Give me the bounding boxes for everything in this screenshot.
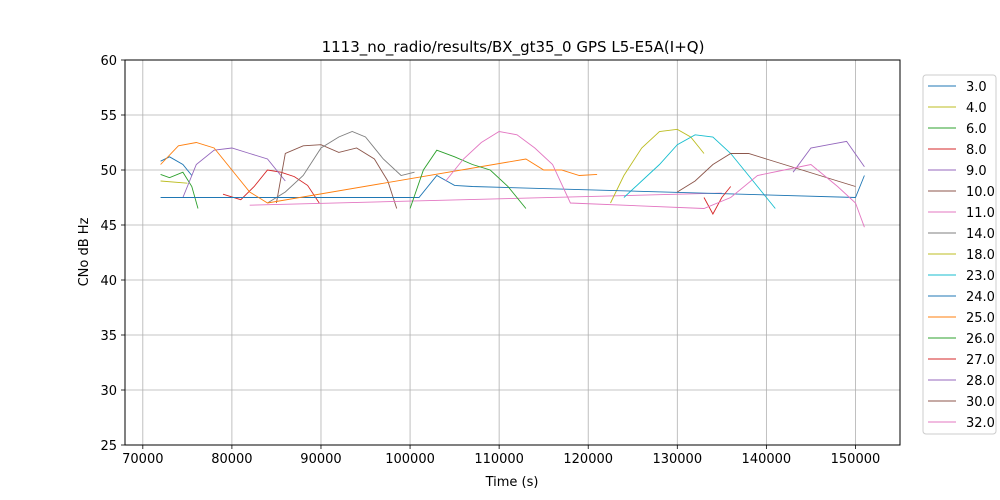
series-line-6-0 [160,171,199,209]
series-line-10-0 [275,144,398,209]
y-tick-label: 55 [100,109,117,124]
y-tick-label: 45 [100,219,117,234]
chart-title: 1113_no_radio/results/BX_gt35_0 GPS L5-E… [322,38,705,57]
x-tick-label: 70000 [122,452,163,467]
x-axis: 70000 80000 90000 100000 110000 120000 130000 1… [122,445,880,467]
series-line-30-0 [677,153,856,193]
y-tick-label: 25 [100,439,117,454]
y-tick-label: 60 [100,54,117,69]
legend-label: 9.0 [966,164,987,179]
x-tick-label: 90000 [300,452,341,467]
legend-label: 10.0 [966,185,995,200]
series-line-28-0 [792,140,865,173]
plot-area-frame [124,59,901,446]
series-line-11-0 [249,192,722,206]
legend-label: 14.0 [966,227,995,242]
series-line-24-0 [160,174,865,198]
series-line-4-0 [160,180,188,184]
legend-label: 30.0 [966,395,995,410]
legend-label: 3.0 [966,80,987,95]
legend: 3.0 4.0 6.0 8.0 9.0 10.0 11.0 14.0 18.0 23.0 24.0 2… [922,74,997,435]
series-line-25-0 [160,142,598,204]
series-line-23-0 [623,134,776,209]
legend-label: 24.0 [966,290,995,305]
series-line-26-0 [409,149,527,209]
y-tick-label: 30 [100,384,117,399]
legend-label: 25.0 [966,311,995,326]
y-tick-label: 35 [100,329,117,344]
legend-label: 32.0 [966,416,995,431]
x-tick-label: 80000 [211,452,252,467]
series-line-32-0 [445,131,865,228]
y-axis-title: CNo dB Hz [77,217,92,286]
series-lines [160,128,865,228]
series-line-8-0 [222,169,320,204]
legend-label: 26.0 [966,332,995,347]
y-tick-label: 40 [100,274,117,289]
legend-label: 23.0 [966,269,995,284]
series-line-27-0 [703,186,732,215]
legend-label: 18.0 [966,248,995,263]
x-axis-title: Time (s) [485,475,539,490]
series-line-9-0 [182,147,286,198]
x-tick-label: 110000 [474,452,524,467]
series-line-3-0 [160,156,193,176]
legend-frame [922,74,997,435]
y-axis: 25 30 35 40 45 50 55 60 [100,54,125,454]
x-tick-label: 120000 [563,452,613,467]
legend-label: 11.0 [966,206,995,221]
x-tick-label: 150000 [831,452,881,467]
y-tick-label: 50 [100,164,117,179]
x-tick-label: 100000 [385,452,435,467]
legend-label: 8.0 [966,143,987,158]
legend-label: 27.0 [966,353,995,368]
legend-label: 28.0 [966,374,995,389]
series-line-14-0 [267,131,415,204]
legend-label: 6.0 [966,122,987,137]
grid [125,59,900,446]
x-tick-label: 140000 [742,452,792,467]
x-tick-label: 130000 [652,452,702,467]
legend-label: 4.0 [966,101,987,116]
